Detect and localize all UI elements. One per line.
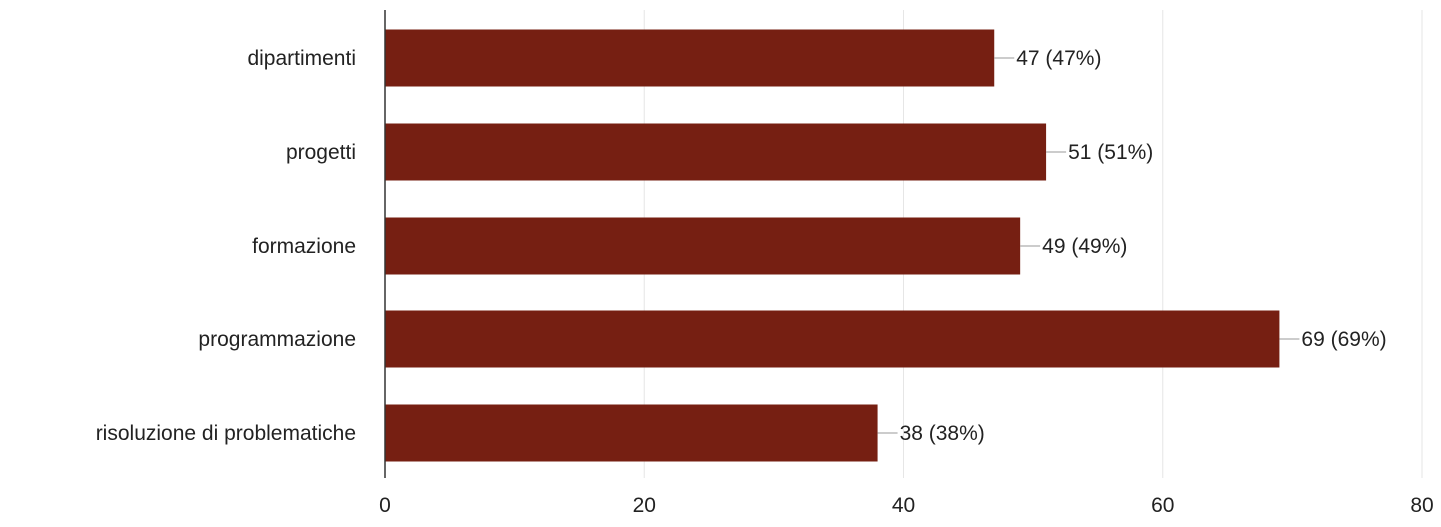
x-tick-label-60: 60 (1151, 494, 1174, 517)
bar-progetti (385, 123, 1047, 181)
data-label: 38 (38%) (900, 422, 985, 445)
y-category-label: programmazione (198, 328, 356, 351)
x-tick-label-80: 80 (1410, 494, 1433, 517)
data-label: 51 (51%) (1068, 141, 1153, 164)
bar-programmazione (385, 310, 1280, 368)
x-tick-label-40: 40 (892, 494, 915, 517)
data-label: 47 (47%) (1016, 47, 1101, 70)
bar-risoluzione-di-problematiche (385, 404, 878, 462)
labels: 0 20 40 60 80 dipartimenti 47 (47%) progetti 51 … (96, 47, 1434, 517)
data-label: 69 (69%) (1301, 328, 1386, 351)
bar-formazione (385, 217, 1021, 275)
bars (385, 29, 1280, 462)
y-category-label: progetti (286, 141, 356, 164)
y-category-label: formazione (252, 235, 356, 258)
data-label: 49 (49%) (1042, 235, 1127, 258)
y-category-label: dipartimenti (247, 47, 356, 70)
bar-dipartimenti (385, 29, 995, 87)
x-tick-label-0: 0 (379, 494, 391, 517)
x-tick-label-20: 20 (633, 494, 656, 517)
y-category-label: risoluzione di problematiche (96, 422, 356, 445)
